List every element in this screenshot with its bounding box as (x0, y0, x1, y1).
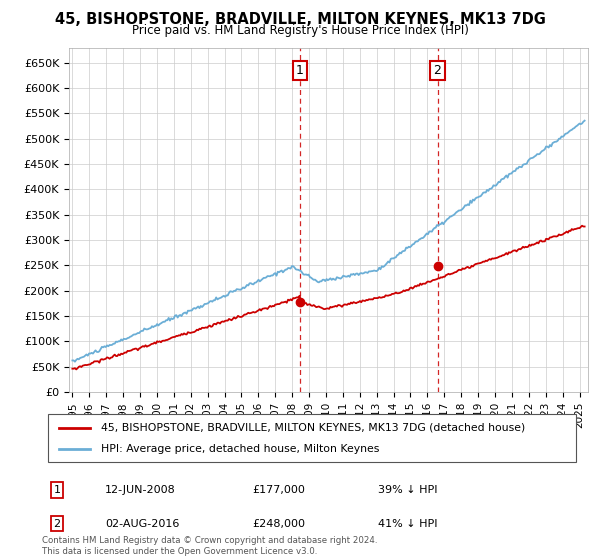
Text: 39% ↓ HPI: 39% ↓ HPI (378, 485, 437, 495)
Text: 41% ↓ HPI: 41% ↓ HPI (378, 519, 437, 529)
Text: 45, BISHOPSTONE, BRADVILLE, MILTON KEYNES, MK13 7DG: 45, BISHOPSTONE, BRADVILLE, MILTON KEYNE… (55, 12, 545, 27)
Text: Price paid vs. HM Land Registry's House Price Index (HPI): Price paid vs. HM Land Registry's House … (131, 24, 469, 36)
Text: 12-JUN-2008: 12-JUN-2008 (105, 485, 176, 495)
Text: 1: 1 (53, 485, 61, 495)
Text: 2: 2 (53, 519, 61, 529)
Text: HPI: Average price, detached house, Milton Keynes: HPI: Average price, detached house, Milt… (101, 444, 379, 454)
Text: 2: 2 (434, 64, 442, 77)
Text: 1: 1 (296, 64, 304, 77)
Text: 02-AUG-2016: 02-AUG-2016 (105, 519, 179, 529)
Text: £248,000: £248,000 (252, 519, 305, 529)
Text: £177,000: £177,000 (252, 485, 305, 495)
Text: Contains HM Land Registry data © Crown copyright and database right 2024.
This d: Contains HM Land Registry data © Crown c… (42, 536, 377, 556)
Text: 45, BISHOPSTONE, BRADVILLE, MILTON KEYNES, MK13 7DG (detached house): 45, BISHOPSTONE, BRADVILLE, MILTON KEYNE… (101, 423, 525, 433)
